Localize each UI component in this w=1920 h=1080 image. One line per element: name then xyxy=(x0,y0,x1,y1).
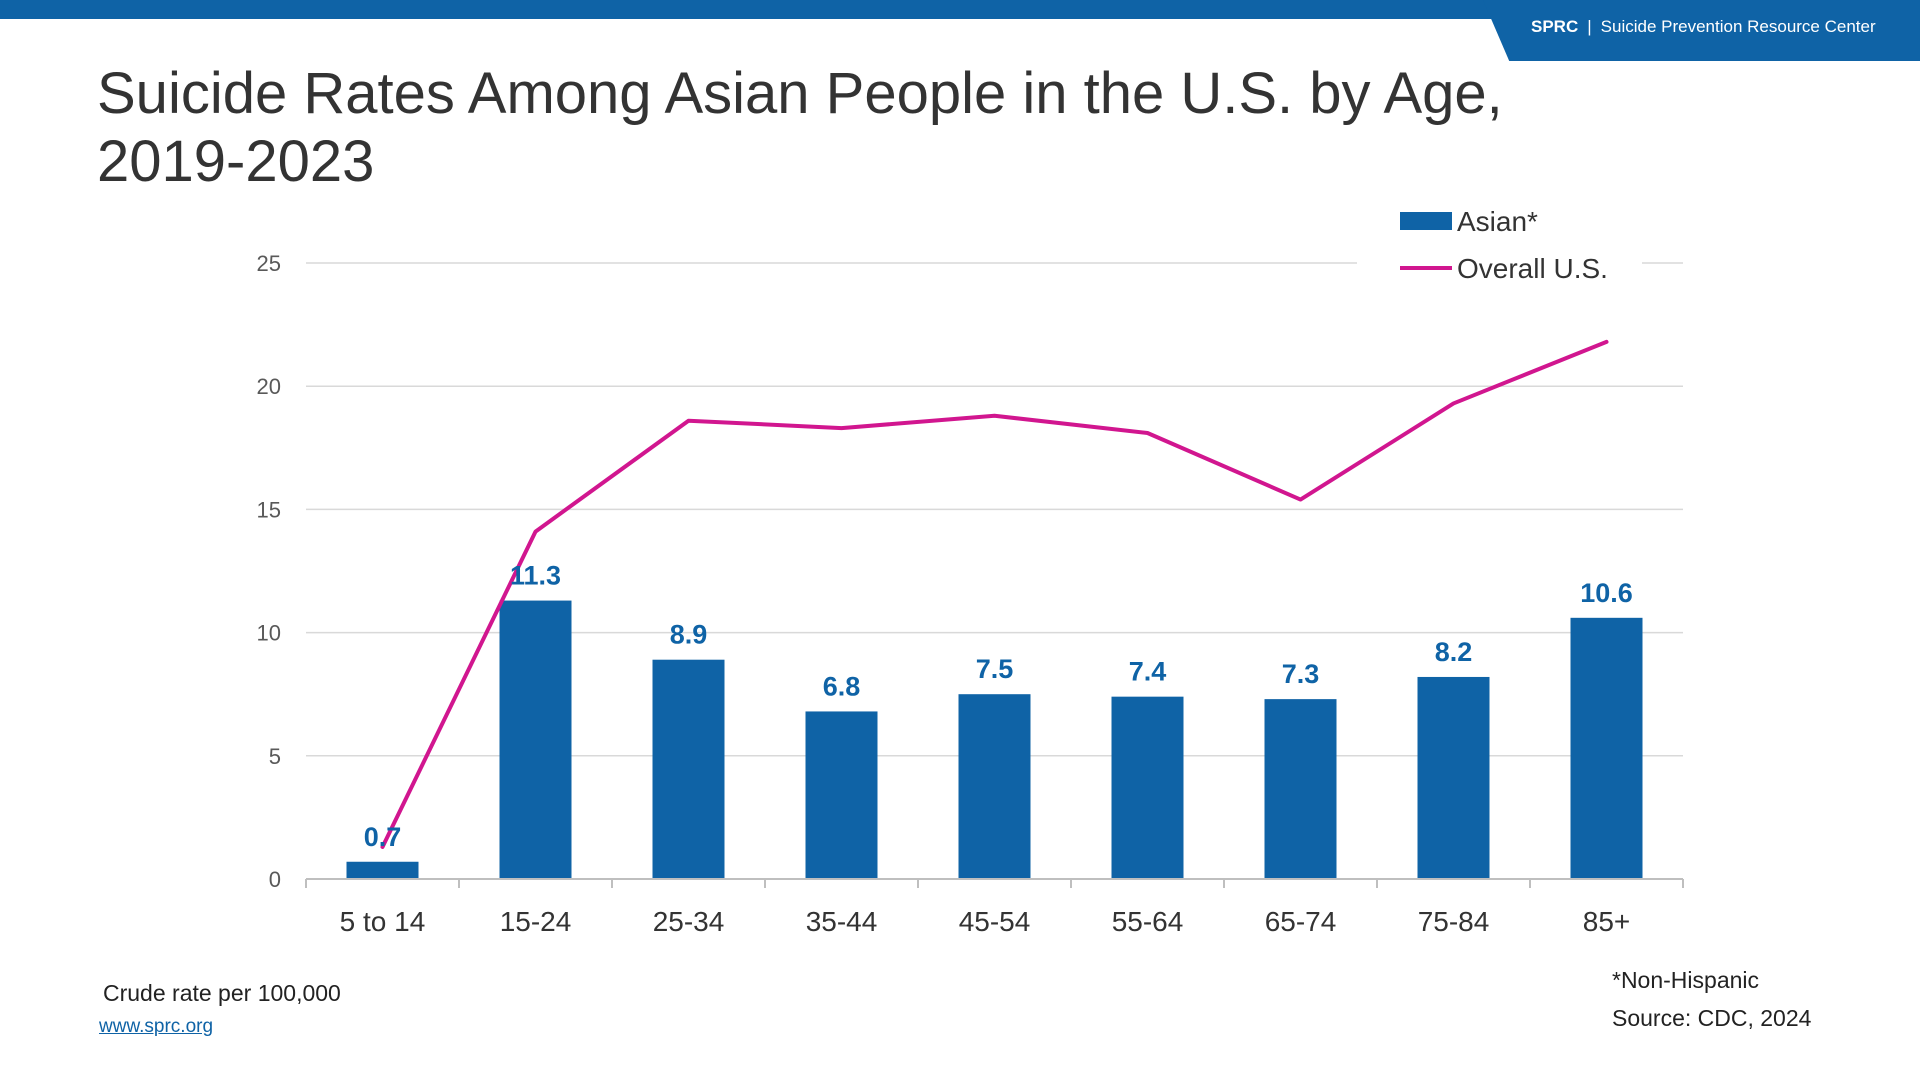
axis-layer: 0 5 10 15 20 25 5 to 14 15-24 25-34 35-44 45-54 55-… xyxy=(257,251,1684,937)
bar-data-label: 0.7 xyxy=(364,822,402,852)
bar-data-label: 7.4 xyxy=(1129,657,1167,687)
label-layer: 0.7 11.3 8.9 6.8 7.5 7.4 7.3 8.2 10.6 xyxy=(364,561,1633,852)
bar xyxy=(1417,676,1490,879)
bar xyxy=(1264,699,1337,879)
source-note: Source: CDC, 2024 xyxy=(1612,1005,1812,1031)
series-line xyxy=(380,339,1609,849)
y-tick-label: 25 xyxy=(257,251,281,276)
brand-header: SPRC | Suicide Prevention Resource Cente… xyxy=(1483,0,1920,61)
legend-label: Asian* xyxy=(1457,206,1538,237)
y-tick-label: 5 xyxy=(269,744,281,769)
x-tick-label: 5 to 14 xyxy=(340,906,426,937)
non-hispanic-note: *Non-Hispanic xyxy=(1612,967,1760,993)
legend-swatch-bar xyxy=(1400,212,1452,230)
bar-data-label: 10.6 xyxy=(1580,578,1633,608)
y-tick-label: 0 xyxy=(269,867,281,892)
bar-data-label: 7.3 xyxy=(1282,659,1320,689)
brand-abbreviation: SPRC xyxy=(1531,16,1579,36)
bar-data-label: 6.8 xyxy=(823,671,861,701)
x-tick-label: 65-74 xyxy=(1265,906,1337,937)
bar xyxy=(1570,617,1643,879)
x-tick-label: 45-54 xyxy=(959,906,1031,937)
legend: Asian* Overall U.S. xyxy=(1357,198,1642,294)
legend-label: Overall U.S. xyxy=(1457,253,1608,284)
y-tick-label: 10 xyxy=(257,621,281,646)
unit-note: Crude rate per 100,000 xyxy=(103,980,341,1006)
bar xyxy=(958,694,1031,879)
x-tick-label: 75-84 xyxy=(1418,906,1490,937)
title-line-1: Suicide Rates Among Asian People in the … xyxy=(97,61,1503,126)
bar xyxy=(652,659,725,879)
title-line-2: 2019-2023 xyxy=(97,129,375,194)
y-tick-label: 15 xyxy=(257,497,281,522)
bar xyxy=(346,861,419,879)
line-layer xyxy=(380,339,1609,849)
bar xyxy=(805,711,878,879)
bar-data-label: 11.3 xyxy=(510,561,561,591)
top-banner-bar xyxy=(0,0,1920,19)
y-tick-label: 20 xyxy=(257,374,281,399)
x-tick-label: 55-64 xyxy=(1112,906,1184,937)
x-tick-label: 35-44 xyxy=(806,906,878,937)
page-title: Suicide Rates Among Asian People in the … xyxy=(97,60,1597,196)
x-tick-label: 85+ xyxy=(1583,906,1631,937)
bar xyxy=(1111,696,1184,879)
bar-data-label: 7.5 xyxy=(976,654,1014,684)
x-tick-label: 25-34 xyxy=(653,906,725,937)
x-tick-label: 15-24 xyxy=(500,906,572,937)
brand-name: Suicide Prevention Resource Center xyxy=(1600,16,1876,36)
website-link[interactable]: www.sprc.org xyxy=(99,1016,214,1037)
brand-separator: | xyxy=(1587,16,1592,36)
bar xyxy=(499,600,572,879)
bar-data-label: 8.2 xyxy=(1435,637,1473,667)
bar-layer xyxy=(346,600,1643,879)
bar-data-label: 8.9 xyxy=(670,620,708,650)
